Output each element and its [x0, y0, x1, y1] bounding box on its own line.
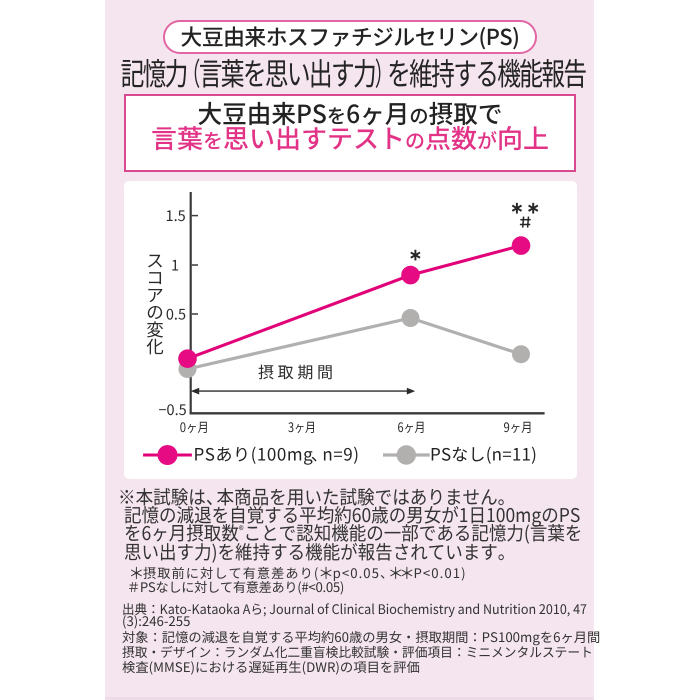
- svg-text:3ヶ月: 3ヶ月: [288, 417, 316, 436]
- svg-text:PSなし(n=11): PSなし(n=11): [430, 441, 537, 466]
- svg-text:6ヶ月: 6ヶ月: [398, 417, 426, 436]
- svg-text:PSあり(100mg、n=9): PSあり(100mg、n=9): [194, 441, 360, 466]
- svg-text:1: 1: [171, 254, 179, 275]
- svg-text:9ヶ月: 9ヶ月: [504, 417, 533, 436]
- svg-text:0ヶ月: 0ヶ月: [180, 417, 209, 436]
- svg-text:の: の: [146, 300, 164, 325]
- svg-text:摂取期間: 摂取期間: [258, 359, 333, 383]
- svg-text:コ: コ: [146, 265, 164, 290]
- svg-text:ス: ス: [146, 248, 164, 273]
- svg-text:ア: ア: [146, 282, 164, 307]
- svg-text:1.5: 1.5: [166, 205, 186, 226]
- svg-text:0.5: 0.5: [166, 303, 186, 324]
- svg-text:化: 化: [146, 334, 164, 359]
- svg-text:変: 変: [146, 317, 164, 342]
- svg-text:−0.5: −0.5: [159, 399, 187, 420]
